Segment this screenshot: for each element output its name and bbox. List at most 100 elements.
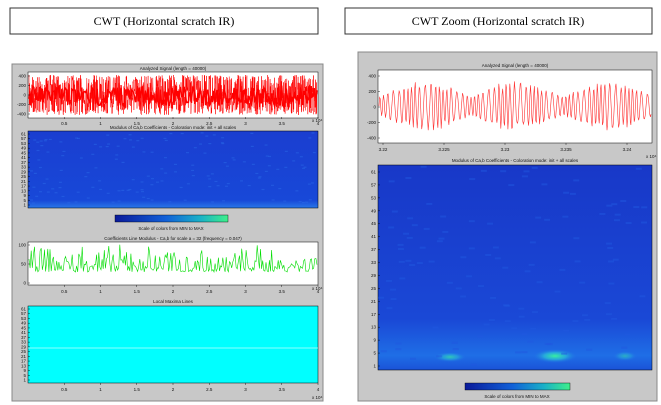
tick-label: -400 [367, 136, 377, 141]
heat-cell [570, 193, 576, 195]
tick-label: 2.5 [206, 387, 213, 392]
heat-cell [555, 291, 561, 293]
heat-cell [606, 313, 612, 315]
heat-cell [304, 167, 307, 168]
heat-blob [533, 349, 577, 363]
heat-cell [186, 152, 189, 153]
tick-label: 33 [371, 260, 377, 265]
heat-cell [207, 175, 210, 176]
heat-cell [174, 171, 177, 172]
heat-cell [283, 201, 286, 202]
heat-cell [312, 132, 315, 133]
heat-cell [243, 161, 246, 162]
heat-cell [77, 192, 80, 193]
heat-cell [199, 143, 202, 144]
tick-label: 3.5 [279, 387, 286, 392]
tick-label: 41 [371, 234, 377, 239]
heat-cell [91, 187, 94, 188]
heat-cell [456, 287, 462, 289]
heat-cell [285, 151, 288, 152]
heat-cell [390, 289, 396, 291]
heat-cell [420, 247, 426, 249]
header: CWT Zoom (Horizontal scratch IR) [412, 14, 584, 28]
heat-cell [584, 319, 590, 321]
heat-cell [544, 219, 550, 221]
heat-cell [259, 176, 262, 177]
axes-title: Scale of colors from MIN to MAX [138, 226, 203, 231]
heat-cell [395, 342, 401, 344]
heat-cell [107, 143, 110, 144]
heat-cell [572, 320, 578, 322]
heat-cell [395, 348, 401, 350]
heat-cell [313, 152, 316, 153]
heat-cell [252, 164, 255, 165]
axes-title: Modulus of Ca,b Coefficients - Coloratio… [452, 158, 579, 163]
heat-cell [201, 132, 204, 133]
heat-cell [586, 349, 592, 351]
heat-cell [575, 260, 581, 262]
heat-cell [487, 223, 493, 225]
heat-cell [530, 328, 536, 330]
tick-label: 61 [371, 170, 377, 175]
heat-cell [221, 143, 224, 144]
heat-cell [141, 191, 144, 192]
heat-cell [174, 164, 177, 165]
heat-cell [624, 333, 630, 335]
tick-label: 3.5 [279, 289, 286, 294]
heat-cell [388, 226, 394, 228]
tick-label: 57 [371, 182, 377, 187]
tick-label: 2.5 [206, 289, 213, 294]
x-exponent: x 10⁴ [646, 154, 657, 159]
heat-cell [40, 145, 43, 146]
heat-cell [436, 355, 442, 357]
heat-cell [469, 247, 475, 249]
heat-cell [559, 269, 565, 271]
heat-cell [605, 302, 611, 304]
heat-cell [641, 206, 647, 208]
heat-cell [233, 159, 236, 160]
heat-cell [60, 170, 63, 171]
heat-cell [561, 353, 567, 355]
heat-cell [262, 189, 265, 190]
heat-cell [115, 159, 118, 160]
heat-cell [405, 177, 411, 179]
heat-cell [62, 151, 65, 152]
heat-cell [118, 200, 121, 201]
heat-cell [226, 166, 229, 167]
heat-cell [505, 320, 511, 322]
heat-cell [613, 259, 619, 261]
heat-cell [80, 157, 83, 158]
heat-cell [481, 170, 487, 172]
heat-cell [49, 139, 52, 140]
heat-cell [46, 178, 49, 179]
tick-label: 37 [371, 247, 377, 252]
heat-cell [478, 285, 484, 287]
heat-cell [405, 260, 411, 262]
heat-cell [547, 343, 553, 345]
heat-cell [521, 333, 527, 335]
heat-cell [160, 180, 163, 181]
tick-label: 100 [18, 243, 26, 248]
heat-cell [573, 179, 579, 181]
heat-cell [132, 179, 135, 180]
header: CWT (Horizontal scratch IR) [94, 14, 235, 28]
heat-cell [87, 197, 90, 198]
heat-cell [621, 347, 627, 349]
heat-cell [94, 167, 97, 168]
heat-cell [407, 217, 413, 219]
tick-label: 3.24 [623, 147, 632, 152]
axes-title: Analyzed Signal (length = 40000) [482, 63, 549, 68]
heat-cell [460, 256, 466, 258]
heat-cell [181, 133, 184, 134]
tick-label: 3.225 [438, 147, 450, 152]
heat-cell [424, 228, 430, 230]
heat-cell [398, 248, 404, 250]
heat-cell [599, 213, 605, 215]
heat-cell [523, 170, 529, 172]
heat-cell [106, 135, 109, 136]
heat-cell [30, 170, 33, 171]
heat-cell [147, 198, 150, 199]
heat-cell [75, 137, 78, 138]
heat-cell [240, 180, 243, 181]
heat-cell [32, 187, 35, 188]
